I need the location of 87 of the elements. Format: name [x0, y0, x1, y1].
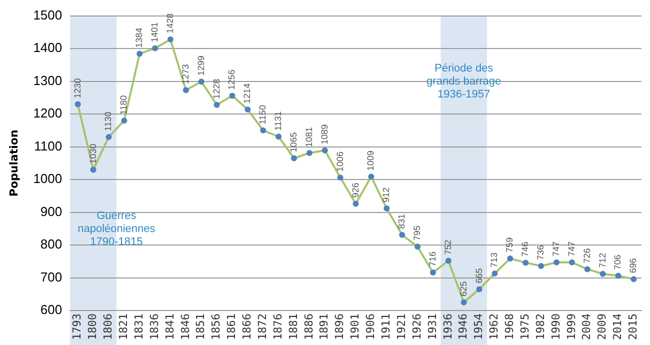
- x-tick-label: 1886: [302, 314, 316, 340]
- data-label: 736: [536, 244, 546, 260]
- y-tick-label: 1400: [33, 40, 62, 56]
- data-label: 1130: [103, 112, 114, 131]
- x-tick-label: 1876: [271, 314, 284, 340]
- x-tick-label: 1962: [488, 314, 501, 340]
- y-tick-label: 1300: [33, 72, 62, 88]
- x-tick-label: 1936: [441, 314, 454, 340]
- x-tick-label: 2014: [611, 313, 624, 340]
- y-tick-label: 800: [40, 236, 62, 252]
- x-tick-label: 1866: [240, 314, 254, 340]
- data-label: 713: [489, 252, 500, 268]
- data-label: 706: [612, 254, 623, 270]
- x-tick-label: 2004: [580, 313, 594, 340]
- x-tick-label: 1793: [70, 314, 84, 340]
- band-label: Guerres napoléoniennes 1790-1815: [78, 210, 156, 248]
- x-tick-label: 1872: [256, 314, 269, 340]
- y-tick-label: 1100: [34, 138, 62, 154]
- data-label: 665: [474, 268, 484, 284]
- x-tick-label: 1926: [410, 314, 424, 340]
- data-label: 926: [350, 182, 360, 198]
- data-label: 1180: [118, 95, 129, 115]
- x-tick-label: 1836: [148, 314, 161, 340]
- data-label: 747: [566, 241, 576, 256]
- x-tick-label: 1901: [348, 314, 362, 340]
- x-tick-label: 2015: [626, 314, 640, 340]
- data-label: 1089: [319, 124, 330, 144]
- data-label: 1256: [226, 70, 237, 90]
- x-tick-label: 1954: [472, 313, 486, 340]
- y-tick-label: 700: [40, 269, 62, 284]
- x-tick-label: 1851: [194, 314, 208, 340]
- y-tick-label: 900: [40, 204, 62, 219]
- data-label: 746: [520, 242, 530, 257]
- data-label: 1299: [196, 56, 206, 76]
- y-axis-title: Population: [7, 130, 20, 197]
- data-label: 752: [442, 240, 453, 255]
- data-label: 716: [427, 251, 438, 267]
- data-label: 1030: [88, 144, 98, 164]
- x-tick-label: 1931: [426, 314, 439, 340]
- x-tick-label: 2009: [596, 314, 609, 340]
- x-tick-label: 1861: [225, 314, 238, 340]
- data-label: 1081: [304, 126, 314, 148]
- y-tick-label: 600: [40, 302, 62, 318]
- data-label: 1065: [288, 132, 298, 152]
- data-label: 726: [582, 248, 592, 264]
- data-label: 1131: [273, 111, 284, 131]
- data-label: 1009: [366, 150, 376, 171]
- x-tick-label: 1975: [518, 314, 532, 340]
- data-label: 759: [504, 237, 515, 252]
- data-label: 625: [458, 281, 468, 296]
- x-tick-label: 1856: [210, 314, 223, 340]
- data-label: 747: [550, 241, 561, 256]
- x-tick-label: 1821: [117, 314, 130, 340]
- data-label: 795: [412, 226, 422, 241]
- x-tick-label: 1881: [286, 314, 300, 340]
- x-tick-label: 1806: [102, 314, 115, 340]
- x-tick-label: 1896: [333, 314, 346, 340]
- y-tick-label: 1000: [33, 171, 62, 186]
- data-label: 712: [597, 252, 608, 268]
- data-label: 1428: [164, 13, 175, 34]
- data-label: 1150: [258, 105, 268, 124]
- data-label: 1401: [150, 22, 160, 42]
- data-label: 1273: [180, 64, 190, 84]
- data-label: 1384: [134, 28, 144, 48]
- y-tick-label: 1200: [33, 106, 62, 121]
- x-tick-label: 1800: [86, 314, 100, 340]
- x-tick-label: 1946: [456, 314, 470, 340]
- x-tick-label: 1999: [564, 314, 578, 340]
- data-label: 1230: [72, 78, 82, 98]
- data-label: 1006: [334, 152, 345, 172]
- x-tick-label: 1968: [503, 314, 516, 340]
- x-tick-label: 1891: [318, 314, 331, 340]
- x-tick-label: 1911: [380, 314, 393, 340]
- y-tick-label: 1500: [33, 7, 62, 22]
- data-label: 696: [628, 258, 638, 274]
- data-label: 1228: [211, 78, 222, 99]
- x-tick-label: 1906: [364, 314, 378, 340]
- data-label: 912: [381, 187, 392, 202]
- band-label: Période des grands barrage 1936-1957: [426, 62, 502, 100]
- x-tick-label: 1982: [534, 314, 547, 340]
- data-label: 831: [396, 214, 407, 229]
- x-tick-label: 1831: [132, 314, 146, 340]
- x-tick-label: 1990: [549, 314, 562, 340]
- x-tick-label: 1841: [163, 314, 176, 340]
- x-tick-label: 1921: [394, 314, 408, 340]
- x-tick-label: 1846: [178, 314, 192, 340]
- data-label: 1214: [242, 83, 252, 104]
